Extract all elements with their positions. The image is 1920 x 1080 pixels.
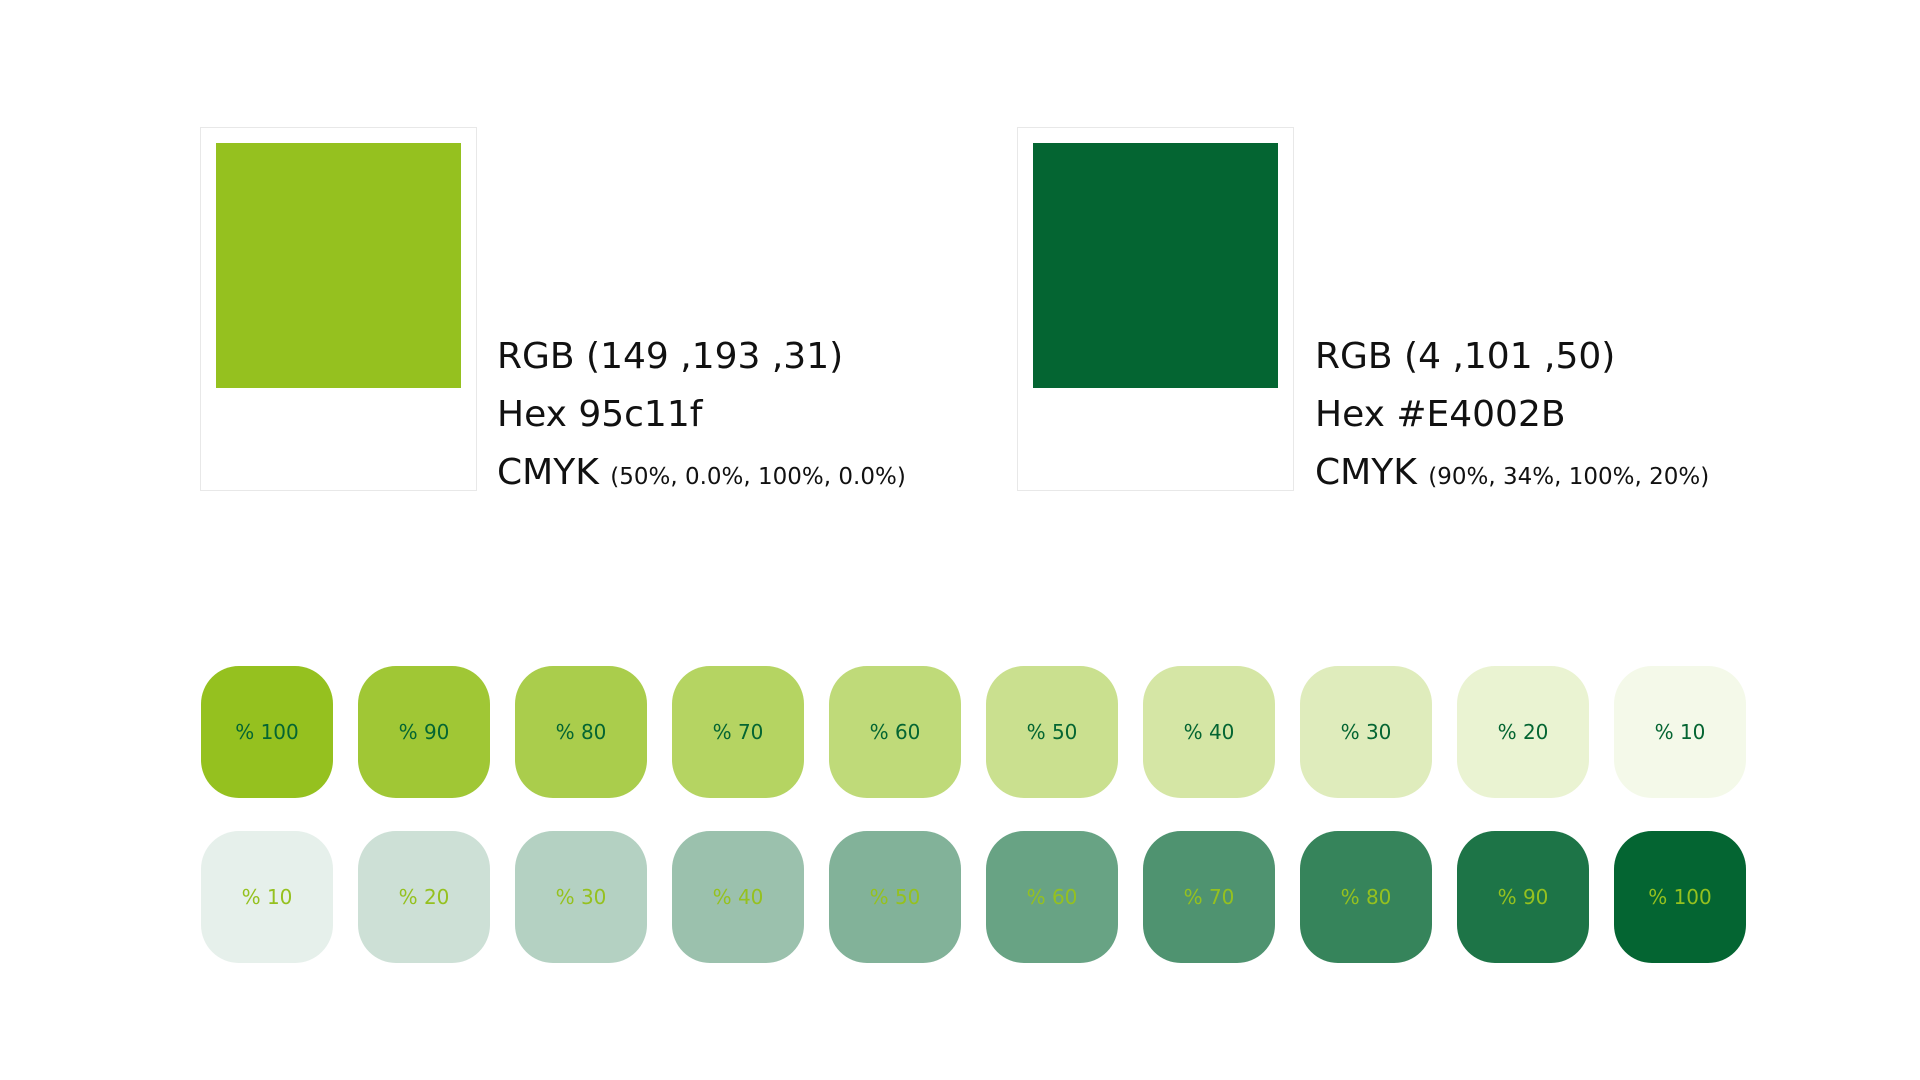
tint-swatch: % 40 (672, 831, 804, 963)
cmyk-values: (90%, 34%, 100%, 20%) (1428, 464, 1710, 490)
tint-swatch: % 60 (829, 666, 961, 798)
cmyk-values: (50%, 0.0%, 100%, 0.0%) (610, 464, 906, 490)
tint-swatch: % 50 (986, 666, 1118, 798)
tint-label: % 30 (555, 885, 607, 909)
tint-label: % 70 (712, 720, 764, 744)
hex-value: Hex #E4002B (1315, 394, 1566, 435)
tint-label: % 30 (1340, 720, 1392, 744)
tint-swatch: % 10 (1614, 666, 1746, 798)
tint-label: % 40 (1183, 720, 1235, 744)
tint-swatch: % 90 (358, 666, 490, 798)
tint-swatch: % 30 (1300, 666, 1432, 798)
tint-label: % 60 (1026, 885, 1078, 909)
cmyk-line: CMYK (90%, 34%, 100%, 20%) (1315, 451, 1709, 499)
tint-label: % 80 (1340, 885, 1392, 909)
tint-label: % 100 (1648, 885, 1712, 909)
color-swatch (216, 143, 461, 388)
tint-swatch: % 70 (672, 666, 804, 798)
tint-swatch: % 20 (1457, 666, 1589, 798)
tint-swatch: % 30 (515, 831, 647, 963)
color-swatch (1033, 143, 1278, 388)
hex-value: Hex 95c11f (497, 394, 703, 435)
tint-swatch: % 100 (1614, 831, 1746, 963)
rgb-value: RGB (149 ,193 ,31) (497, 336, 844, 377)
tint-label: % 40 (712, 885, 764, 909)
cmyk-label: CMYK (1315, 452, 1417, 493)
tint-swatch: % 100 (201, 666, 333, 798)
tint-swatch: % 80 (515, 666, 647, 798)
tint-label: % 90 (1497, 885, 1549, 909)
tint-label: % 90 (398, 720, 450, 744)
cmyk-label: CMYK (497, 452, 599, 493)
tint-label: % 10 (1654, 720, 1706, 744)
tint-swatch: % 60 (986, 831, 1118, 963)
tint-swatch: % 50 (829, 831, 961, 963)
tint-label: % 10 (241, 885, 293, 909)
tint-swatch: % 40 (1143, 666, 1275, 798)
tint-label: % 20 (398, 885, 450, 909)
tint-swatch: % 20 (358, 831, 490, 963)
cmyk-line: CMYK (50%, 0.0%, 100%, 0.0%) (497, 451, 906, 499)
tint-label: % 100 (235, 720, 299, 744)
color-card (200, 127, 477, 491)
rgb-value: RGB (4 ,101 ,50) (1315, 336, 1616, 377)
tint-label: % 70 (1183, 885, 1235, 909)
tint-label: % 20 (1497, 720, 1549, 744)
tint-swatch: % 10 (201, 831, 333, 963)
tint-swatch: % 80 (1300, 831, 1432, 963)
tint-swatch: % 90 (1457, 831, 1589, 963)
color-card (1017, 127, 1294, 491)
tint-label: % 80 (555, 720, 607, 744)
tint-label: % 50 (1026, 720, 1078, 744)
tint-swatch: % 70 (1143, 831, 1275, 963)
tint-label: % 50 (869, 885, 921, 909)
tint-label: % 60 (869, 720, 921, 744)
